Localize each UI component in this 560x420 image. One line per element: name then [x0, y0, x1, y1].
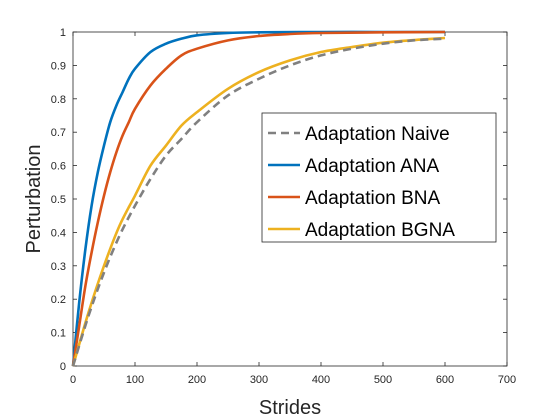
- x-tick-label: 500: [374, 374, 392, 386]
- legend-box: [261, 112, 497, 243]
- y-tick-label: 0.8: [51, 94, 66, 106]
- y-tick-label: 0.2: [51, 294, 66, 306]
- series-lines: [71, 30, 446, 367]
- y-tick-label: 0.7: [51, 127, 66, 139]
- y-tick-label: 0.1: [51, 328, 66, 340]
- legend-label-1: Adaptation ANA: [305, 156, 439, 177]
- legend-label-2: Adaptation BNA: [305, 188, 441, 209]
- series-line-1: [71, 30, 445, 367]
- legend-label-0: Adaptation Naive: [305, 124, 450, 145]
- y-tick-label: 0.4: [51, 227, 66, 239]
- y-tick-label: 0.9: [51, 60, 66, 72]
- series-line-3: [71, 36, 446, 367]
- x-tick-label: 600: [436, 374, 454, 386]
- x-tick-label: 100: [126, 374, 144, 386]
- x-tick-label: 700: [498, 374, 516, 386]
- series-line-2: [71, 30, 446, 367]
- x-tick-label: 0: [70, 374, 76, 386]
- y-axis-label: Perturbation: [23, 145, 45, 254]
- y-tick-label: 0: [60, 361, 66, 373]
- x-tick-label: 300: [250, 374, 268, 386]
- y-tick-label: 0.6: [51, 161, 66, 173]
- legend: Adaptation Naive Adaptation ANA Adaptation…: [261, 112, 497, 243]
- x-tick-label: 400: [312, 374, 330, 386]
- y-tick-label: 0.5: [51, 194, 66, 206]
- x-axis-label: Strides: [259, 397, 321, 419]
- series-line-0: [71, 37, 446, 367]
- legend-label-3: Adaptation BGNA: [305, 220, 455, 241]
- axis-ticks: 0 100 200 300 400 500 600 700 0 0.1 0.2 0.3 0.4 0.5 0.…: [51, 27, 516, 386]
- x-tick-label: 200: [188, 374, 206, 386]
- y-tick-label: 0.3: [51, 261, 66, 273]
- y-tick-label: 1: [60, 27, 66, 39]
